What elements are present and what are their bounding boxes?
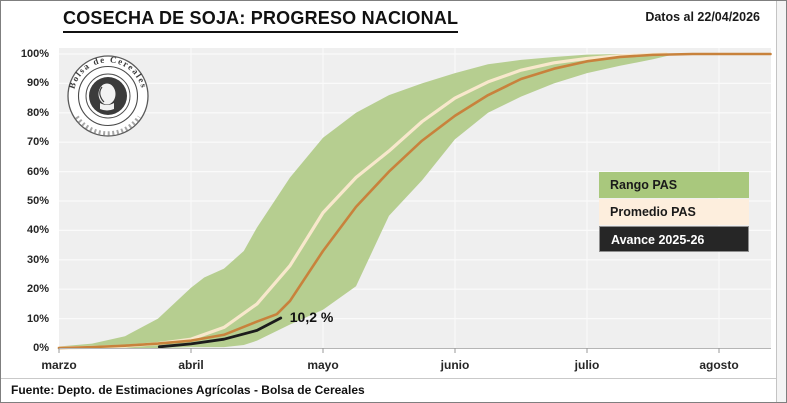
y-tick-label: 10% [26,312,49,325]
y-tick-label: 100% [20,48,49,60]
y-tick-label: 50% [26,195,49,207]
date-note: Datos al 22/04/2026 [645,10,760,24]
y-tick-label: 80% [26,106,49,119]
logo-cameo-profile [98,83,116,105]
rango-pas-band [59,54,676,348]
avance-value-annotation: 10,2 % [289,309,334,325]
y-tick-label: 0% [33,342,49,354]
x-tick-label-julio: julio [574,358,600,372]
x-tick-label-marzo: marzo [41,358,77,372]
y-tick-label: 70% [26,136,49,149]
orange-line [57,52,772,350]
y-tick-label: 20% [26,283,49,296]
x-tick-label-mayo: mayo [307,358,339,372]
window-edge-strip [776,1,786,402]
y-tick-label: 30% [26,253,49,266]
page-title: COSECHA DE SOJA: PROGRESO NACIONAL [63,8,459,33]
x-tick-label-junio: junio [440,358,470,372]
logo-laurel-ornament [74,115,142,137]
y-tick-label: 40% [26,224,49,237]
footer-divider [1,378,777,379]
legend-item-promedio-pas: Promedio PAS [599,199,749,225]
legend-item-avance-2025-26: Avance 2025-26 [599,226,749,252]
avance-2025-26-line [157,316,283,349]
legend-item-rango-pas: Rango PAS [599,172,749,198]
source-note: Fuente: Depto. de Estimaciones Agrícolas… [11,383,365,397]
x-tick-label-agosto: agosto [699,358,739,372]
y-tick-label: 60% [26,165,49,178]
x-tick-label-abril: abril [178,358,204,372]
chart-legend: Rango PAS Promedio PAS Avance 2025-26 [599,172,749,253]
y-tick-label: 90% [26,77,49,90]
